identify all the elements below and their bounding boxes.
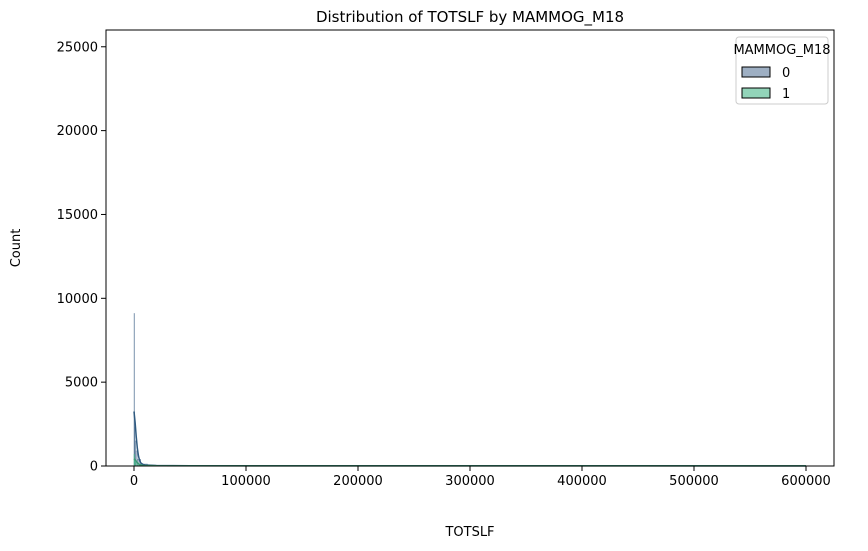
x-tick-label-0: 0 bbox=[130, 474, 138, 489]
y-tick-label-1: 5000 bbox=[65, 376, 98, 391]
legend-label-0: 0 bbox=[782, 66, 790, 81]
plot-frame bbox=[106, 30, 834, 466]
x-tick-label-1: 100000 bbox=[221, 474, 271, 489]
chart-title: Distribution of TOTSLF by MAMMOG_M18 bbox=[316, 8, 624, 27]
x-tick-label-5: 500000 bbox=[669, 474, 719, 489]
x-tick-label-6: 600000 bbox=[781, 474, 831, 489]
y-tick-label-3: 15000 bbox=[57, 208, 98, 223]
y-axis-label: Count bbox=[9, 229, 24, 268]
legend: MAMMOG_M18 0 1 bbox=[733, 37, 830, 104]
legend-swatch-1 bbox=[742, 88, 770, 98]
legend-label-1: 1 bbox=[782, 87, 790, 102]
legend-swatch-0 bbox=[742, 67, 770, 77]
y-tick-label-4: 20000 bbox=[57, 124, 98, 139]
x-axis-label: TOTSLF bbox=[444, 525, 494, 540]
kde-line-s1 bbox=[134, 459, 806, 466]
x-tick-label-4: 400000 bbox=[557, 474, 607, 489]
kde-line-s0 bbox=[134, 412, 806, 466]
y-axis: 0 5000 10000 15000 20000 25000 bbox=[57, 40, 106, 474]
y-tick-label-2: 10000 bbox=[57, 292, 98, 307]
y-tick-label-0: 0 bbox=[90, 460, 98, 475]
y-tick-label-5: 25000 bbox=[57, 40, 98, 55]
x-tick-label-3: 300000 bbox=[445, 474, 495, 489]
x-tick-label-2: 200000 bbox=[333, 474, 383, 489]
plot-area bbox=[134, 313, 806, 466]
x-axis: 0 100000 200000 300000 400000 500000 600000 bbox=[130, 466, 831, 489]
legend-title: MAMMOG_M18 bbox=[733, 43, 830, 58]
